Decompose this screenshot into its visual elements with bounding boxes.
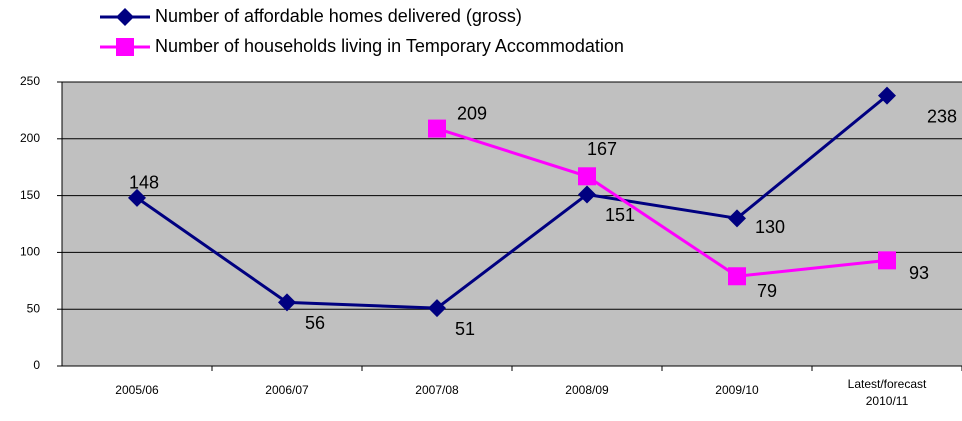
data-label: 79 bbox=[757, 281, 777, 301]
data-label: 51 bbox=[455, 319, 475, 339]
data-label: 151 bbox=[605, 205, 635, 225]
x-tick-label: 2008/09 bbox=[565, 383, 609, 397]
square-marker bbox=[116, 38, 134, 56]
data-label: 167 bbox=[587, 139, 617, 159]
square-marker bbox=[728, 267, 746, 286]
legend-label: Number of affordable homes delivered (gr… bbox=[155, 6, 522, 26]
y-tick-label: 150 bbox=[20, 188, 40, 202]
y-tick-label: 0 bbox=[33, 358, 40, 372]
data-label: 93 bbox=[909, 263, 929, 283]
data-label: 238 bbox=[927, 106, 957, 126]
y-tick-label: 250 bbox=[20, 74, 40, 88]
diamond-marker bbox=[278, 293, 296, 312]
x-tick-label: 2007/08 bbox=[415, 383, 459, 397]
data-label: 56 bbox=[305, 313, 325, 333]
diamond-marker bbox=[578, 185, 596, 204]
series-line bbox=[136, 94, 888, 310]
series-line bbox=[436, 127, 888, 278]
x-tick-label: 2005/06 bbox=[115, 383, 159, 397]
square-marker bbox=[578, 167, 596, 186]
diamond-marker bbox=[728, 209, 746, 228]
x-tick-label: Latest/forecast 2010/11 bbox=[848, 377, 927, 408]
y-tick-label: 100 bbox=[20, 245, 40, 259]
data-label: 209 bbox=[457, 103, 487, 123]
y-tick-label: 200 bbox=[20, 131, 40, 145]
data-label: 130 bbox=[755, 217, 785, 237]
plot-area bbox=[62, 82, 962, 366]
x-tick-label: 2009/10 bbox=[715, 383, 759, 397]
diamond-marker bbox=[428, 299, 446, 318]
square-marker bbox=[878, 251, 896, 270]
diamond-marker bbox=[878, 86, 896, 105]
data-label: 148 bbox=[129, 173, 159, 193]
y-tick-label: 50 bbox=[27, 301, 41, 315]
legend-label: Number of households living in Temporary… bbox=[155, 36, 624, 56]
square-marker bbox=[428, 119, 446, 138]
diamond-marker bbox=[128, 188, 146, 207]
diamond-marker bbox=[116, 8, 134, 26]
x-tick-label: 2006/07 bbox=[265, 383, 309, 397]
